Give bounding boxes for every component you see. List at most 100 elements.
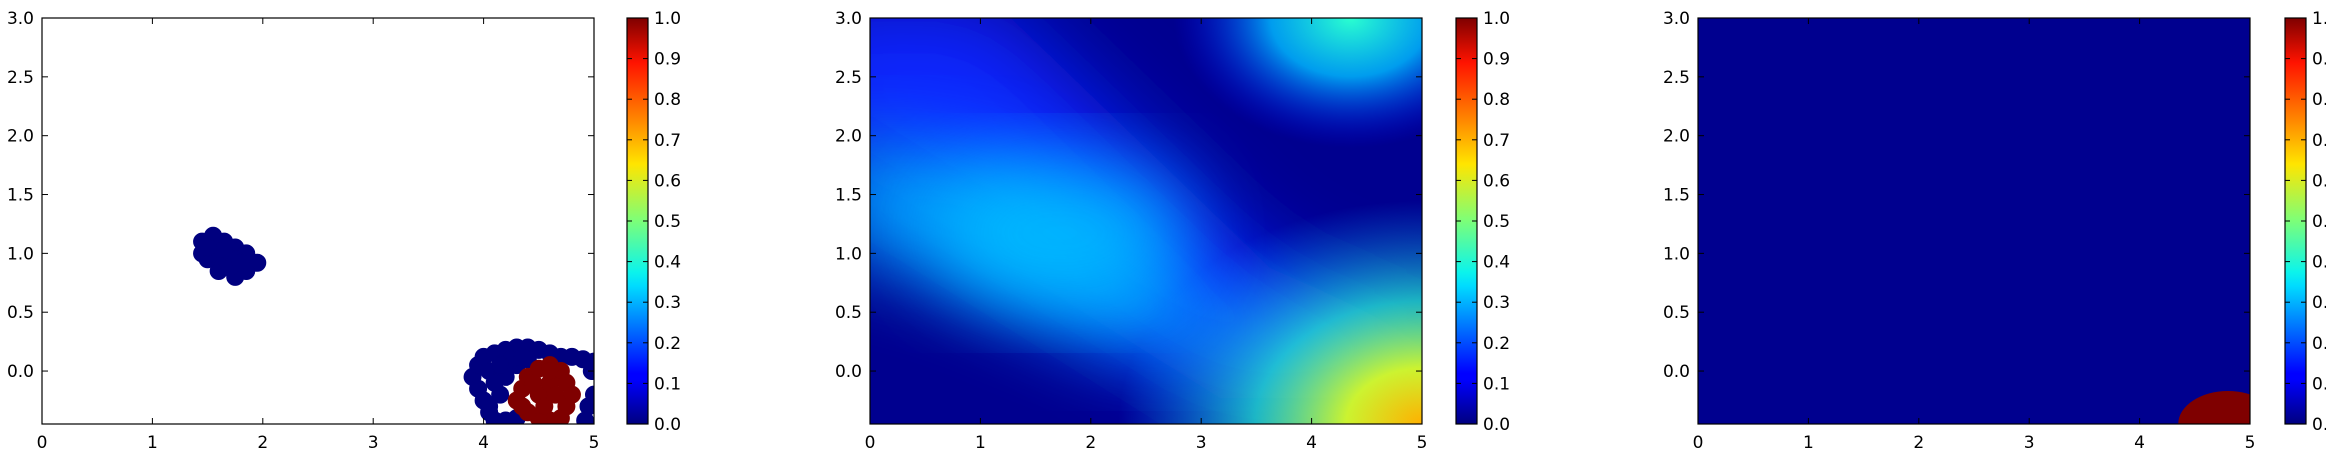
x-tick-label: 5 [589,433,600,452]
colorbar-ticks: 0.0 0.1 0.2 0.3 0.4 0.5 0.6 0.7 0.8 0.9 1.0 [2285,9,2326,435]
scatter-point [535,397,554,416]
scatter-point [485,373,504,392]
heatmap-background [1698,18,2250,424]
x-tick-label: 0 [1693,433,1704,452]
colorbar-tick-label: 0.8 [2312,90,2326,110]
y-tick-label: 1.5 [7,186,34,206]
colorbar-ticks: 0.0 0.1 0.2 0.3 0.4 0.5 0.6 0.7 0.8 0.9 1.0 [1456,9,1510,435]
colorbar-tick-label: 0.9 [2312,50,2326,70]
scatter-points [193,226,594,424]
axes-frame [41,17,595,425]
y-axis: 0.0 0.5 1.0 1.5 2.0 2.5 3.0 [7,9,594,382]
y-tick-label: 1.0 [835,244,862,264]
x-tick-label: 0 [37,433,48,452]
x-tick-label: 5 [1417,433,1428,452]
colorbar-tick-label: 0.1 [654,374,681,394]
scatter-point [546,385,565,404]
x-tick-label: 4 [478,433,489,452]
x-axis: 0 1 2 3 4 5 [1693,18,2256,452]
scatter-point [198,238,217,257]
y-tick-label: 0.5 [1663,303,1690,323]
colorbar-tick-label: 0.5 [2312,212,2326,232]
colorbar-tick-label: 0.2 [1483,334,1510,354]
y-tick-label: 3.0 [1663,9,1690,29]
y-tick-label: 1.5 [835,186,862,206]
heatmap-field [1698,18,2250,424]
heatmap-hotspot-top-right [870,18,1422,424]
colorbar-tick-label: 0.8 [1483,90,1510,110]
colorbar-tick-label: 1.0 [1483,9,1510,29]
colorbar-tick-label: 0.5 [1483,212,1510,232]
colorbar-tick-label: 0.2 [2312,334,2326,354]
x-tick-label: 2 [257,433,268,452]
colorbar-tick-label: 0.1 [2312,374,2326,394]
colorbar-tick-label: 0.6 [2312,171,2326,191]
colorbar-tick-label: 0.3 [1483,293,1510,313]
scatter-point [231,253,250,272]
x-tick-label: 3 [2024,433,2035,452]
scatter-point [576,411,594,424]
y-tick-label: 1.5 [1663,186,1690,206]
y-tick-label: 0.0 [7,362,34,382]
colorbar-tick-label: 0.4 [654,253,681,273]
colorbar-tick-label: 0.0 [2312,415,2326,435]
scatter-point [215,240,234,259]
y-tick-label: 2.0 [835,127,862,147]
colorbar-gradient [627,18,648,424]
colorbar-tick-label: 0.0 [654,415,681,435]
colorbar-tick-label: 0.9 [654,50,681,70]
scatter-point [491,356,510,375]
y-tick-label: 1.0 [7,244,34,264]
y-tick-label: 0.5 [835,303,862,323]
x-tick-label: 2 [1913,433,1924,452]
colorbar-tick-label: 1.0 [2312,9,2326,29]
scatter-point [513,397,532,416]
scatter-point [480,397,499,416]
y-tick-label: 0.0 [835,362,862,382]
colorbar-tick-label: 0.7 [654,131,681,151]
x-tick-label: 0 [865,433,876,452]
y-tick-label: 2.5 [1663,68,1690,88]
y-tick-label: 2.0 [7,127,34,147]
x-tick-label: 2 [1085,433,1096,452]
colorbar-tick-label: 1.0 [654,9,681,29]
panel-scatter: 0 1 2 3 4 5 0.0 0.5 1.0 1.5 2.0 2.5 3.0 [7,9,600,452]
panel-decision-region: 0 1 2 3 4 5 0.0 0.5 1.0 1.5 2.0 2.5 3.0 [1663,9,2256,452]
axes-frame [869,17,1423,425]
colorbar-tick-label: 0.1 [1483,374,1510,394]
colorbar: 0.0 0.1 0.2 0.3 0.4 0.5 0.6 0.7 0.8 0.9 1.0 [626,9,681,435]
x-axis: 0 1 2 3 4 5 [865,18,1428,452]
colorbar-tick-label: 0.4 [1483,253,1510,273]
colorbar-tick-label: 0.8 [654,90,681,110]
colorbar-tick-label: 0.6 [654,171,681,191]
y-axis: 0.0 0.5 1.0 1.5 2.0 2.5 3.0 [1663,9,2250,382]
colorbar-tick-label: 0.3 [2312,293,2326,313]
colorbar-ticks: 0.0 0.1 0.2 0.3 0.4 0.5 0.6 0.7 0.8 0.9 1.0 [627,9,681,435]
x-tick-label: 1 [975,433,986,452]
x-tick-label: 5 [2245,433,2256,452]
y-axis: 0.0 0.5 1.0 1.5 2.0 2.5 3.0 [835,9,1422,382]
colorbar-tick-label: 0.5 [654,212,681,232]
y-tick-label: 0.5 [7,303,34,323]
scatter-point [524,373,543,392]
panel-probability-surface: 0 1 2 3 4 5 0.0 0.5 1.0 1.5 2.0 2.5 3.0 [835,9,1428,452]
y-tick-label: 3.0 [7,9,34,29]
y-tick-label: 2.5 [835,68,862,88]
x-tick-label: 1 [1803,433,1814,452]
colorbar-gradient [1456,18,1477,424]
colorbar-tick-label: 0.7 [2312,131,2326,151]
colorbar-tick-label: 0.0 [1483,415,1510,435]
colorbar-tick-label: 0.4 [2312,253,2326,273]
colorbar-gradient [2285,18,2306,424]
y-tick-label: 2.0 [1663,127,1690,147]
colorbar-tick-label: 0.3 [654,293,681,313]
x-tick-label: 4 [1306,433,1317,452]
y-tick-label: 3.0 [835,9,862,29]
y-tick-label: 1.0 [1663,244,1690,264]
x-tick-label: 1 [147,433,158,452]
x-tick-label: 3 [368,433,379,452]
decision-region-class-1 [2178,391,2250,424]
scatter-point [513,347,532,366]
heatmap-field [870,18,1422,424]
colorbar-tick-label: 0.2 [654,334,681,354]
